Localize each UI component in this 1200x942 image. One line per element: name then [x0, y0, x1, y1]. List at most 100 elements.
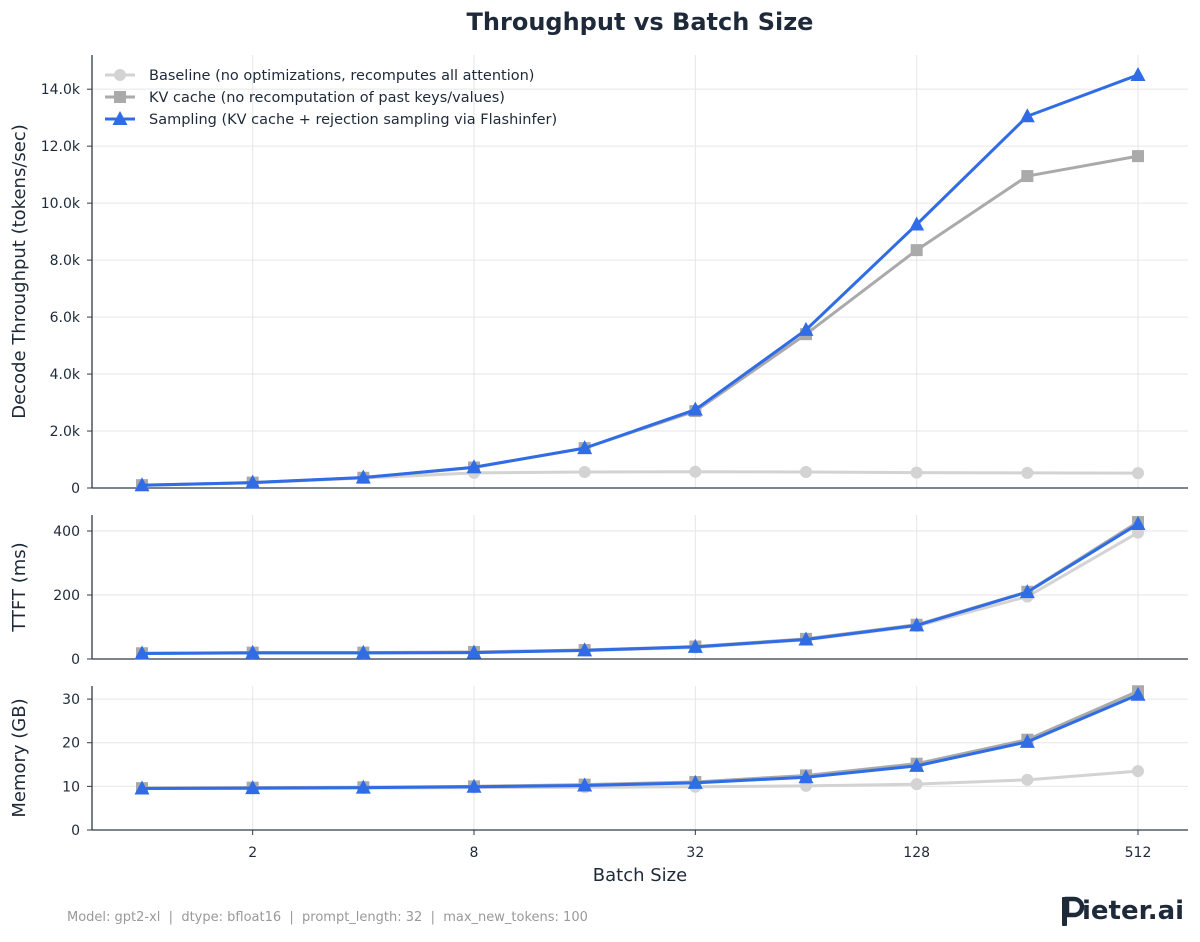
y-tick-label: 2.0k — [50, 424, 81, 440]
legend-label-baseline: Baseline (no optimizations, recomputes a… — [149, 68, 534, 84]
y-tick-label: 10.0k — [41, 196, 81, 212]
data-point-sampling — [1130, 66, 1146, 81]
data-point-sampling — [1019, 108, 1035, 123]
legend-label-kv_cache: KV cache (no recomputation of past keys/… — [149, 90, 505, 106]
data-point-sampling — [245, 644, 261, 659]
data-point-sampling — [466, 644, 482, 659]
legend-item-sampling: Sampling (KV cache + rejection sampling … — [105, 111, 557, 128]
data-point-sampling — [577, 440, 593, 455]
series-line-sampling — [141, 73, 1139, 487]
series-sampling — [134, 686, 1146, 795]
data-point-baseline — [1132, 467, 1144, 480]
x-tick-label: 512 — [1125, 845, 1152, 861]
y-tick-label: 0 — [71, 481, 80, 497]
data-point-baseline — [1021, 466, 1034, 479]
data-point-sampling — [1130, 686, 1146, 701]
series-line-sampling — [141, 693, 1139, 791]
data-point-sampling — [1019, 584, 1035, 599]
series-line-kv_cache — [141, 520, 1139, 655]
series-kv_cache — [136, 685, 1144, 795]
data-point-sampling — [687, 638, 703, 653]
data-point-baseline — [578, 466, 591, 479]
y-tick-label: 30 — [62, 692, 80, 708]
data-point-sampling — [1019, 733, 1035, 748]
series-sampling — [134, 66, 1146, 492]
legend-item-kv_cache: KV cache (no recomputation of past keys/… — [105, 90, 505, 106]
chart-title: Throughput vs Batch Size — [467, 8, 814, 36]
y-tick-label: 0 — [71, 823, 80, 839]
x-axis: 2 8 32 128 512 — [248, 830, 1151, 861]
data-point-sampling — [355, 644, 371, 659]
x-axis-label: Batch Size — [593, 865, 687, 886]
data-point-kv_cache — [1021, 170, 1034, 183]
data-point-sampling — [687, 774, 703, 789]
legend-marker-baseline — [114, 69, 126, 81]
logo-mark-icon — [1062, 896, 1085, 926]
y-tick-label: 12.0k — [41, 139, 81, 155]
series-kv_cache — [136, 150, 1144, 492]
y-tick-label: 14.0k — [41, 82, 81, 98]
data-point-sampling — [798, 769, 814, 784]
footer-metadata: Model: gpt2-xl | dtype: bfloat16 | promp… — [67, 910, 588, 925]
y-axis-label: Memory (GB) — [9, 698, 30, 817]
series-line-kv_cache — [141, 689, 1139, 790]
y-tick-label: 400 — [53, 524, 80, 540]
legend-item-baseline: Baseline (no optimizations, recomputes a… — [105, 68, 534, 84]
data-point-sampling — [245, 474, 261, 489]
series-baseline — [136, 765, 1144, 795]
data-point-sampling — [798, 631, 814, 646]
data-point-baseline — [1021, 773, 1034, 786]
data-point-baseline — [910, 778, 923, 791]
throughput-panel: 0 2.0k 4.0k 6.0k 8.0k 10.0k 12.0k 14.0k Decode T… — [9, 55, 1188, 497]
series-line-kv_cache — [141, 154, 1139, 487]
data-point-sampling — [1130, 515, 1146, 530]
data-point-sampling — [577, 642, 593, 657]
legend: Baseline (no optimizations, recomputes a… — [105, 68, 557, 128]
data-point-sampling — [134, 477, 150, 492]
y-axis-label: Decode Throughput (tokens/sec) — [9, 124, 30, 419]
memory-panel: 0 10 20 30 Memory (GB) — [9, 685, 1188, 839]
x-tick-label: 2 — [248, 845, 257, 861]
legend-label-sampling: Sampling (KV cache + rejection sampling … — [149, 112, 557, 128]
y-axis-label: TTFT (ms) — [9, 542, 30, 632]
series-sampling — [134, 515, 1146, 660]
data-point-baseline — [689, 465, 702, 478]
y-tick-label: 20 — [62, 736, 80, 752]
y-tick-label: 10 — [62, 779, 80, 795]
data-point-sampling — [909, 757, 925, 772]
x-tick-label: 8 — [470, 845, 479, 861]
y-tick-label: 0 — [71, 652, 80, 668]
series-line-sampling — [141, 522, 1139, 656]
legend-marker-sampling — [112, 111, 128, 125]
x-tick-label: 32 — [686, 845, 704, 861]
y-tick-label: 200 — [53, 588, 80, 604]
data-point-baseline — [910, 466, 923, 479]
data-point-sampling — [134, 645, 150, 660]
data-point-sampling — [466, 459, 482, 474]
data-point-sampling — [466, 778, 482, 793]
data-point-baseline — [800, 466, 812, 479]
series-line-baseline — [141, 470, 1139, 487]
data-point-sampling — [577, 777, 593, 792]
x-tick-label: 128 — [903, 845, 930, 861]
data-point-sampling — [687, 401, 703, 416]
data-point-kv_cache — [1132, 150, 1144, 163]
data-point-sampling — [909, 216, 925, 231]
ttft-panel: 0 200 400 TTFT (ms) — [9, 515, 1188, 668]
y-tick-label: 4.0k — [50, 367, 81, 383]
data-point-sampling — [798, 321, 814, 336]
data-point-sampling — [355, 779, 371, 794]
data-point-sampling — [355, 469, 371, 484]
series-line-baseline — [141, 531, 1139, 655]
y-tick-label: 8.0k — [50, 253, 81, 269]
data-point-sampling — [134, 780, 150, 795]
series-baseline — [136, 526, 1144, 660]
data-point-kv_cache — [910, 244, 923, 257]
logo-text: ieter.ai — [1082, 896, 1184, 926]
data-point-baseline — [1132, 765, 1144, 778]
series-kv_cache — [136, 516, 1144, 660]
data-point-sampling — [909, 617, 925, 632]
y-tick-label: 6.0k — [50, 310, 81, 326]
data-point-sampling — [245, 780, 261, 795]
